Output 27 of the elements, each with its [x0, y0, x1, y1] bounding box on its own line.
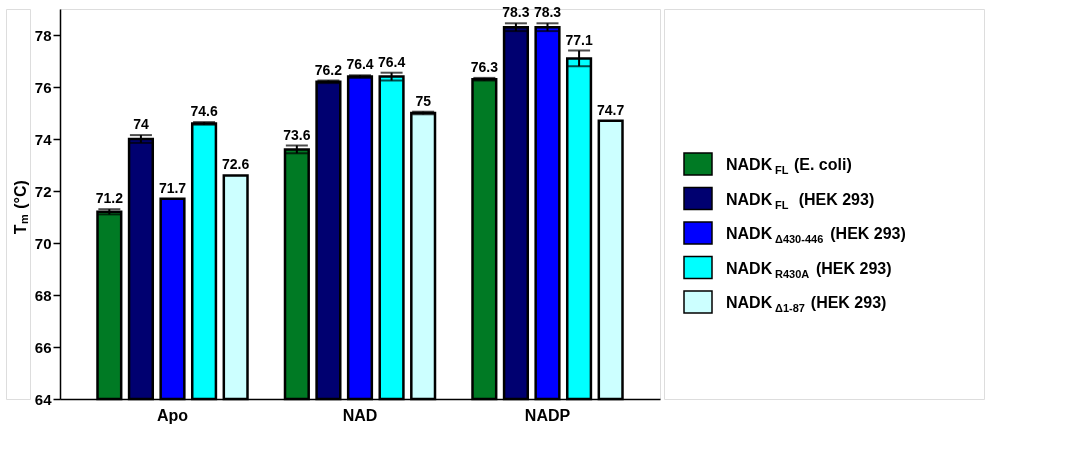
y-axis-title: Tm (°C) [12, 180, 30, 235]
y-tick-label: 70 [34, 234, 52, 252]
y-tick-label: 74 [34, 130, 53, 148]
data-label: 74 [133, 116, 149, 133]
x-tick-label: NADP [524, 406, 571, 424]
data-label: 78.3 [502, 4, 530, 21]
y-tick-label: 78 [34, 26, 52, 44]
data-label: 76.3 [470, 58, 499, 75]
data-label: 72.6 [222, 156, 250, 173]
data-label: 73.6 [283, 126, 311, 143]
y-tick-label: 64 [34, 390, 53, 408]
data-label: 76.4 [377, 53, 406, 70]
data-label: 71.7 [158, 179, 187, 196]
data-label: 78.3 [533, 4, 562, 21]
x-tick-label: Apo [156, 406, 189, 424]
y-tick-label: 68 [34, 286, 52, 304]
y-tick-label: 76 [34, 78, 52, 96]
x-tick-label: NAD [342, 406, 378, 424]
y-tick-label: 66 [34, 338, 52, 356]
data-label: 76.2 [314, 61, 343, 78]
data-label: 76.4 [346, 56, 374, 73]
data-label: 71.2 [95, 190, 124, 207]
y-tick-label: 72 [34, 182, 52, 200]
data-label: 77.1 [565, 31, 593, 48]
data-label: 75 [415, 92, 432, 109]
data-label: 74.6 [190, 103, 218, 120]
data-label: 74.7 [597, 101, 625, 118]
